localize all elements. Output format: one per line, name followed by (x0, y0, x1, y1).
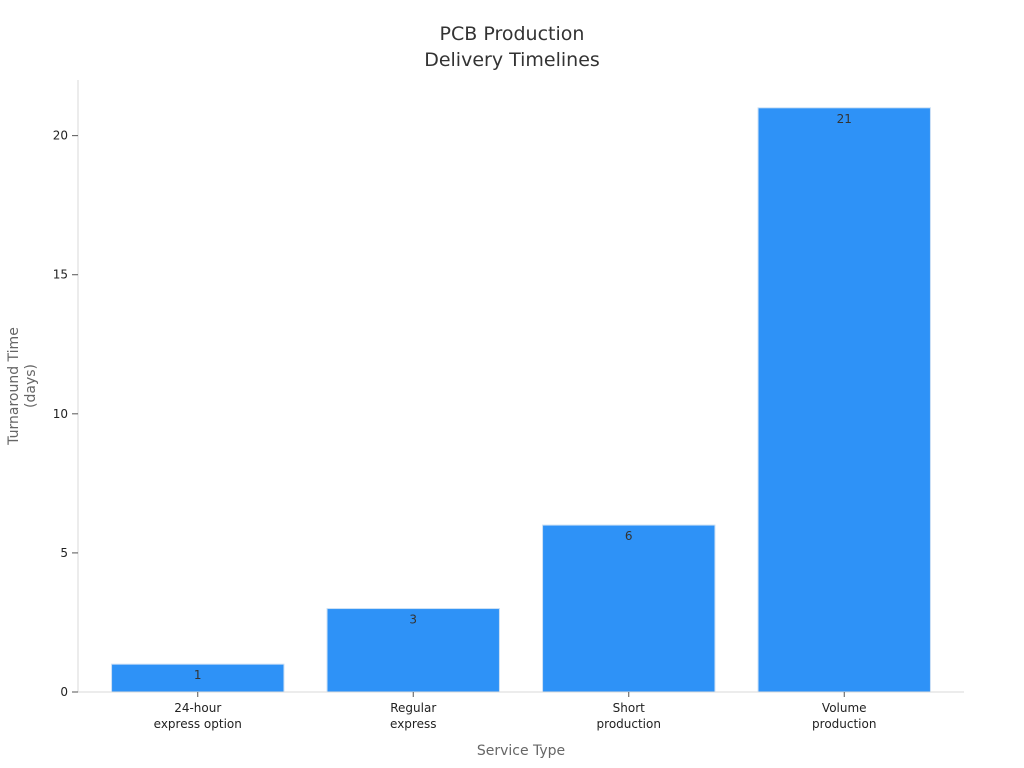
y-tick-label-4: 20 (53, 129, 68, 143)
y-tick-label-2: 10 (53, 407, 68, 421)
y-axis-ticks: 0 5 10 15 20 (53, 129, 78, 699)
x-tick-label-3: Volume production (812, 701, 876, 731)
x-tick-label-1: Regular express (390, 701, 436, 731)
chart-title-line-1: PCB Production (440, 23, 585, 45)
x-tick-label-3-line-1: production (812, 717, 876, 731)
y-tick-label-0: 0 (60, 685, 68, 699)
x-tick-label-0-line-0: 24-hour (174, 701, 221, 715)
data-label-3: 21 (837, 112, 852, 126)
x-tick-label-0-line-1: express option (154, 717, 242, 731)
x-tick-label-3-line-0: Volume (822, 701, 867, 715)
y-axis-title: Turnaround Time (days) (6, 327, 39, 446)
bar-1 (326, 608, 500, 693)
x-tick-label-2-line-0: Short (613, 701, 645, 715)
bar-2 (542, 524, 716, 693)
bar-0 (111, 663, 285, 693)
y-tick-label-3: 15 (53, 268, 68, 282)
x-tick-label-0: 24-hour express option (154, 701, 242, 731)
data-label-1: 3 (409, 613, 417, 627)
data-label-2: 6 (625, 529, 633, 543)
x-axis-title: Service Type (477, 743, 565, 759)
x-axis-ticks: 24-hour express option Regular express Short… (154, 692, 876, 731)
y-tick-label-1: 5 (60, 546, 68, 560)
plot-area: 1 3 6 21 (111, 107, 931, 693)
y-axis-title-line-1: Turnaround Time (6, 327, 22, 446)
x-tick-label-2-line-1: production (597, 717, 661, 731)
x-tick-label-1-line-1: express (390, 717, 436, 731)
chart-title-line-2: Delivery Timelines (424, 49, 600, 71)
chart-title: PCB Production Delivery Timelines (424, 23, 600, 71)
data-label-0: 1 (194, 668, 202, 682)
bar-3 (757, 107, 931, 693)
y-axis-title-line-2: (days) (23, 364, 39, 408)
x-tick-label-1-line-0: Regular (390, 701, 436, 715)
x-tick-label-2: Short production (597, 701, 661, 731)
